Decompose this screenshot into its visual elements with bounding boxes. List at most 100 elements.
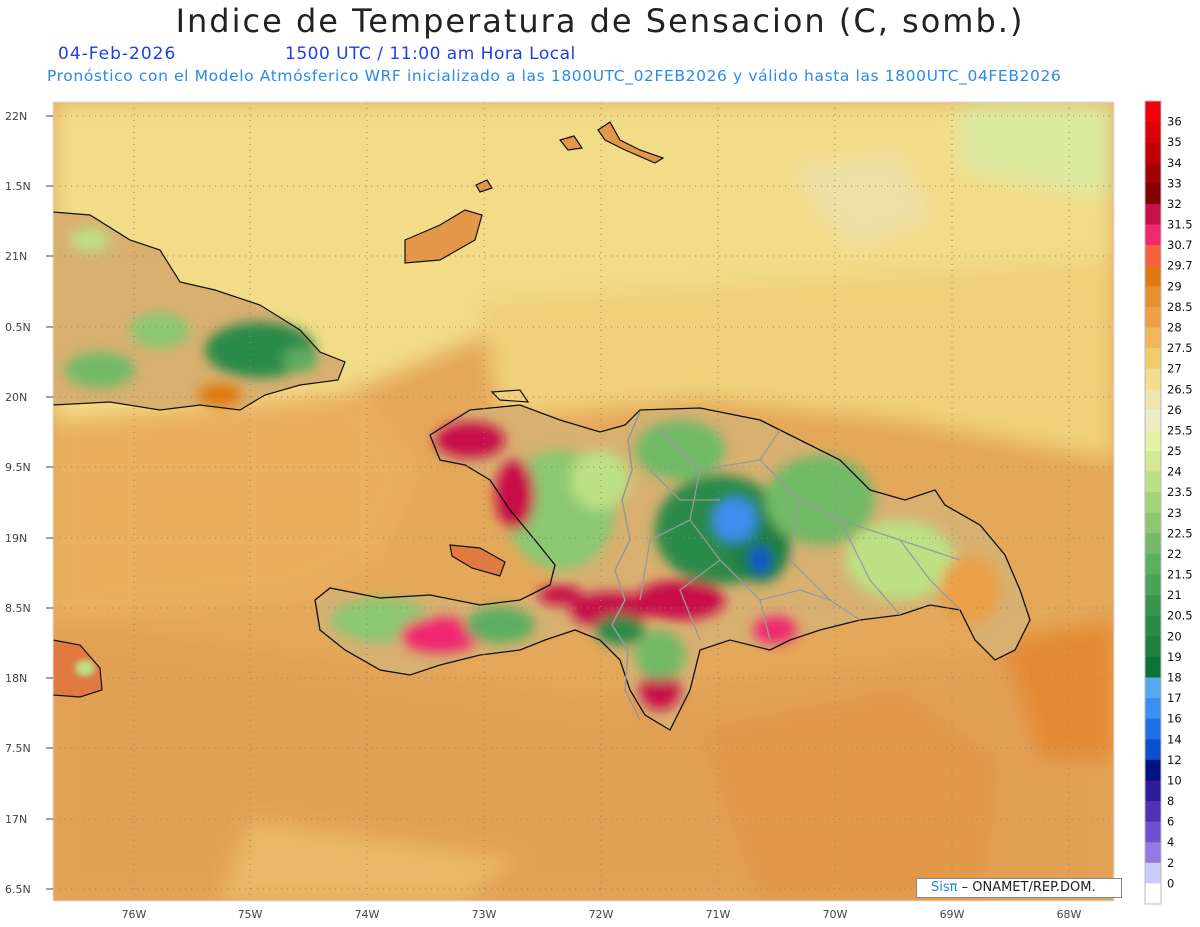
lat-label: 8.5N — [5, 602, 31, 615]
lat-label: 1.5N — [5, 180, 31, 193]
colorbar-label: 26 — [1167, 403, 1182, 417]
colorbar-label: 16 — [1167, 712, 1182, 726]
longitude-axis: 76W 75W 74W 73W 72W 71W 70W 69W 68W — [122, 908, 1082, 921]
colorbar-swatch — [1145, 306, 1161, 328]
colorbar-label: 30.7 — [1167, 238, 1193, 252]
heat-index-field — [53, 102, 1114, 901]
inagua-island — [404, 209, 483, 264]
colorbar-label: 23 — [1167, 506, 1182, 520]
colorbar-swatch — [1145, 142, 1161, 164]
colorbar-label: 27.5 — [1167, 341, 1193, 355]
colorbar-swatch — [1145, 656, 1161, 679]
lon-label: 75W — [238, 908, 263, 921]
colorbar-label: 18 — [1167, 671, 1182, 685]
colorbar-label: 34 — [1167, 156, 1182, 170]
provincial-borders — [639, 429, 961, 641]
colorbar: 363534333231.530.729.72928.52827.52726.5… — [1144, 100, 1193, 905]
colorbar-label: 12 — [1167, 753, 1182, 767]
colorbar-swatch — [1145, 389, 1161, 411]
colorbar-label: 25 — [1167, 444, 1182, 458]
lat-label: 0.5N — [5, 321, 31, 334]
colorbar-label: 31.5 — [1167, 218, 1193, 232]
colorbar-swatch — [1145, 286, 1161, 308]
colorbar-swatch — [1145, 183, 1161, 205]
forecast-time: 1500 UTC / 11:00 am Hora Local — [285, 44, 576, 64]
lon-label: 70W — [823, 908, 848, 921]
colorbar-label: 21 — [1167, 588, 1182, 602]
lon-label: 69W — [940, 908, 965, 921]
lon-label: 74W — [355, 908, 380, 921]
colorbar-swatch — [1145, 348, 1161, 370]
colorbar-swatch — [1145, 801, 1161, 823]
colorbar-label: 19 — [1167, 650, 1182, 664]
lat-label: 9.5N — [5, 461, 31, 474]
lat-label: 19N — [5, 532, 27, 545]
lon-label: 68W — [1057, 908, 1082, 921]
colorbar-label: 24 — [1167, 465, 1182, 479]
colorbar-label: 32 — [1167, 197, 1182, 211]
colorbar-swatch — [1145, 595, 1161, 617]
colorbar-label: 0 — [1167, 876, 1174, 890]
caicos-island — [597, 121, 665, 164]
cuba-landmass — [53, 211, 346, 411]
national-border — [611, 411, 641, 721]
lon-label: 76W — [122, 908, 147, 921]
colorbar-label: 28 — [1167, 320, 1182, 334]
colorbar-label: 10 — [1167, 773, 1182, 787]
colorbar-swatch — [1145, 265, 1161, 287]
lat-label: 18N — [5, 672, 27, 685]
lat-label: 20N — [5, 391, 27, 404]
colorbar-label: 29.7 — [1167, 259, 1193, 273]
colorbar-label: 20.5 — [1167, 609, 1193, 623]
colorbar-swatch — [1145, 718, 1161, 740]
colorbar-swatch — [1145, 677, 1161, 699]
colorbar-swatch — [1145, 883, 1161, 905]
colorbar-swatch — [1145, 636, 1161, 658]
colorbar-label: 26.5 — [1167, 382, 1193, 396]
colorbar-label: 22.5 — [1167, 526, 1193, 540]
colorbar-swatch — [1145, 862, 1161, 884]
colorbar-swatch — [1145, 451, 1161, 473]
colorbar-label: 2 — [1167, 856, 1174, 870]
jamaica-landmass — [53, 639, 103, 698]
credit-text: – ONAMET/REP.DOM. — [961, 880, 1096, 895]
latitude-axis: 22N 1.5N 21N 0.5N 20N 9.5N 19N 8.5N 18N … — [5, 110, 53, 896]
colorbar-swatch — [1145, 698, 1161, 720]
colorbar-swatch — [1145, 615, 1161, 637]
colorbar-swatch — [1145, 574, 1161, 596]
colorbar-frame — [1144, 100, 1162, 905]
colorbar-swatch — [1145, 430, 1161, 452]
lat-label: 21N — [5, 250, 27, 263]
credit-box: Sisπ – ONAMET/REP.DOM. — [916, 878, 1122, 898]
colorbar-swatch — [1145, 842, 1161, 864]
map-title: Indice de Temperatura de Sensacion (C, s… — [175, 2, 1025, 40]
colorbar-label: 36 — [1167, 115, 1182, 129]
colorbar-swatch — [1145, 471, 1161, 493]
lon-label: 71W — [706, 908, 731, 921]
colorbar-label: 17 — [1167, 691, 1182, 705]
caicos-islet — [558, 135, 584, 151]
lat-label: 7.5N — [5, 742, 31, 755]
colorbar-label: 20 — [1167, 629, 1182, 643]
colorbar-label: 14 — [1167, 732, 1182, 746]
lat-label: 17N — [5, 813, 27, 826]
colorbar-label: 27 — [1167, 362, 1182, 376]
lon-label: 72W — [589, 908, 614, 921]
colorbar-swatch — [1145, 368, 1161, 390]
colorbar-swatch — [1145, 327, 1161, 349]
colorbar-label: 4 — [1167, 835, 1174, 849]
colorbar-swatch — [1145, 121, 1161, 143]
colorbar-label: 22 — [1167, 547, 1182, 561]
colorbar-swatch — [1145, 553, 1161, 576]
lat-label: 6.5N — [5, 883, 31, 896]
forecast-date: 04-Feb-2026 — [58, 44, 177, 64]
colorbar-swatch — [1145, 739, 1161, 761]
colorbar-swatch — [1145, 821, 1161, 843]
lat-label: 22N — [5, 110, 27, 123]
colorbar-swatch — [1145, 203, 1161, 226]
colorbar-label: 35 — [1167, 135, 1182, 149]
colorbar-label: 29 — [1167, 279, 1182, 293]
colorbar-swatch — [1145, 512, 1161, 534]
colorbar-swatch — [1145, 409, 1161, 431]
colorbar-label: 6 — [1167, 815, 1174, 829]
